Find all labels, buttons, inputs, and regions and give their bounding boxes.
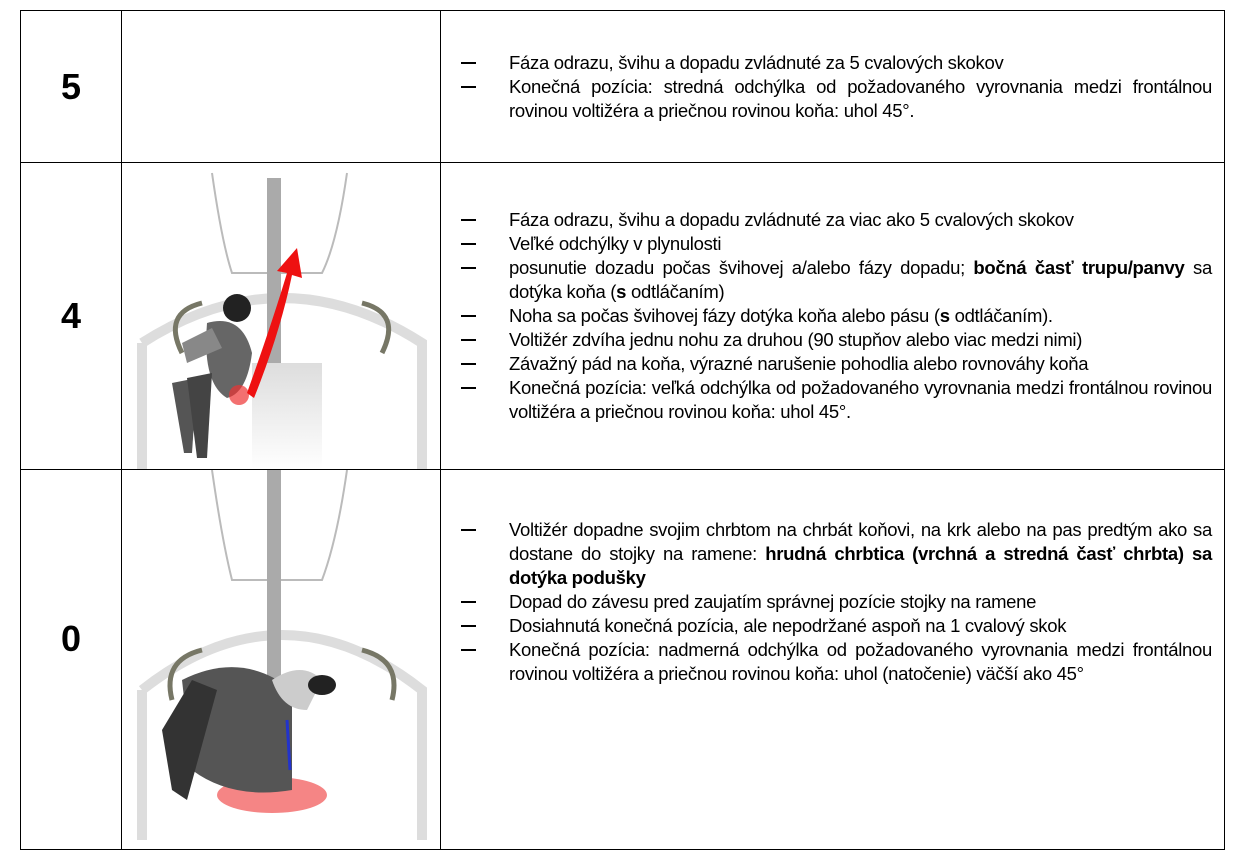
bold-text: s — [616, 281, 627, 302]
text-cell: Voltižér dopadne svojim chrbtom na chrbá… — [440, 469, 1225, 850]
criterion: Závažný pád na koňa, výrazné narušenie p… — [459, 352, 1212, 376]
criterion: Fáza odrazu, švihu a dopadu zvládnuté za… — [459, 51, 1212, 75]
row: 0 Voltižér dopadne svojim chrbtom na chr… — [20, 469, 1225, 850]
text: Fáza odrazu, švihu a dopadu zvládnuté za… — [509, 51, 1004, 73]
criteria-list: Fáza odrazu, švihu a dopadu zvládnuté za… — [459, 208, 1212, 424]
bold-text: hrudná chrbtica (vrchná a stredná časť c… — [509, 543, 1212, 588]
text: Voltižér zdvíha jednu nohu za druhou (90… — [509, 329, 1083, 350]
score: 4 — [20, 162, 122, 470]
text: posunutie dozadu počas švihovej a/alebo … — [509, 257, 974, 278]
criterion: Konečná pozícia: stredná odchýlka od pož… — [459, 75, 1212, 123]
text: Konečná pozícia: veľká odchýlka od požad… — [509, 377, 1212, 422]
row: 4 Fáza odrazu, švihu a dopadu zvládnuté … — [20, 162, 1225, 470]
criteria-list: Voltižér dopadne svojim chrbtom na chrbá… — [459, 518, 1212, 686]
image-cell — [121, 469, 441, 850]
text: Konečná pozícia: stredná odchýlka od pož… — [509, 75, 1212, 121]
text: Noha sa počas švihovej fázy dotýka koňa … — [509, 305, 940, 326]
text: Fáza odrazu, švihu a dopadu zvládnuté za… — [509, 209, 1074, 230]
criteria-list: Fáza odrazu, švihu a dopadu zvládnuté za… — [459, 51, 1212, 123]
text: Dosiahnutá konečná pozícia, ale nepodrža… — [509, 615, 1067, 636]
image-cell — [121, 10, 441, 163]
criterion: posunutie dozadu počas švihovej a/alebo … — [459, 256, 1212, 304]
bold-text: bočná časť trupu/panvy — [973, 257, 1185, 278]
score: 0 — [20, 469, 122, 850]
criteria-table: 5 Fáza odrazu, švihu a dopadu zvládnuté … — [20, 10, 1225, 850]
criterion: Konečná pozícia: veľká odchýlka od požad… — [459, 376, 1212, 424]
criterion: Voltižér zdvíha jednu nohu za druhou (90… — [459, 328, 1212, 352]
criterion: Dopad do závesu pred zaujatím správnej p… — [459, 590, 1212, 614]
criterion: Dosiahnutá konečná pozícia, ale nepodrža… — [459, 614, 1212, 638]
criterion: Konečná pozícia: nadmerná odchýlka od po… — [459, 638, 1212, 686]
criterion: Voltižér dopadne svojim chrbtom na chrbá… — [459, 518, 1212, 590]
text: Konečná pozícia: nadmerná odchýlka od po… — [509, 639, 1212, 684]
illustration — [137, 470, 427, 840]
text-cell: Fáza odrazu, švihu a dopadu zvládnuté za… — [440, 10, 1225, 163]
criterion: Veľké odchýlky v plynulosti — [459, 232, 1212, 256]
text: odtláčaním) — [626, 281, 725, 302]
text: odtláčaním). — [949, 305, 1054, 326]
bold-text: s — [939, 305, 950, 326]
text: Dopad do závesu pred zaujatím správnej p… — [509, 591, 1037, 612]
text: Voltižér dopadne svojim chrbtom na chrbá… — [509, 519, 1212, 564]
text: sa dotýka koňa ( — [509, 257, 1212, 302]
text: Závažný pád na koňa, výrazné narušenie p… — [509, 353, 1089, 374]
image-cell — [121, 162, 441, 470]
row: 5 Fáza odrazu, švihu a dopadu zvládnuté … — [20, 10, 1225, 163]
illustration — [137, 172, 427, 469]
criterion: Noha sa počas švihovej fázy dotýka koňa … — [459, 304, 1212, 328]
text-cell: Fáza odrazu, švihu a dopadu zvládnuté za… — [440, 162, 1225, 470]
score: 5 — [20, 10, 122, 163]
criterion: Fáza odrazu, švihu a dopadu zvládnuté za… — [459, 208, 1212, 232]
text: Veľké odchýlky v plynulosti — [509, 233, 722, 254]
